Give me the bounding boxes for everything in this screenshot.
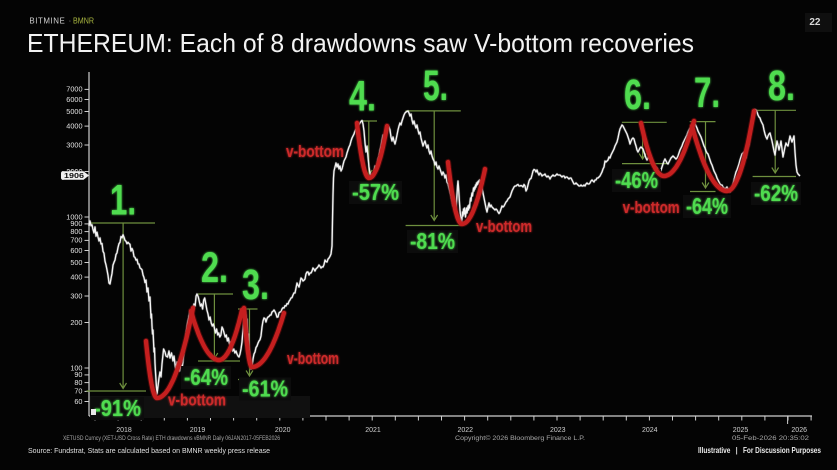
svg-text:-81%: -81% (410, 228, 455, 254)
svg-text:6.: 6. (624, 71, 651, 119)
svg-text:2024: 2024 (642, 427, 658, 434)
svg-text:BITMINE: BITMINE (29, 16, 65, 26)
svg-text:2026: 2026 (791, 427, 807, 434)
svg-text:400: 400 (70, 272, 82, 281)
svg-text:3.: 3. (242, 261, 269, 309)
svg-text:1906: 1906 (64, 171, 84, 180)
svg-text:600: 600 (70, 246, 82, 255)
svg-text:500: 500 (70, 258, 82, 267)
svg-text:7000: 7000 (66, 85, 82, 94)
svg-text:-57%: -57% (352, 179, 399, 205)
svg-text:900: 900 (70, 219, 82, 228)
svg-text:200: 200 (70, 318, 82, 327)
svg-text:v-bottom: v-bottom (476, 217, 532, 236)
svg-text:1000: 1000 (66, 212, 82, 221)
svg-text:80: 80 (74, 378, 82, 387)
svg-text:60: 60 (74, 397, 82, 406)
svg-text:Illustrative | For Discuss: Illustrative | For Discussion Purposes (698, 446, 821, 455)
svg-text:300: 300 (70, 291, 82, 300)
svg-text:2018: 2018 (116, 427, 132, 434)
svg-text:8.: 8. (768, 62, 795, 110)
svg-text:2019: 2019 (190, 427, 206, 434)
svg-text:-91%: -91% (94, 395, 141, 421)
svg-text:-46%: -46% (615, 167, 658, 193)
svg-text:v-bottom: v-bottom (168, 391, 226, 410)
svg-text:v-bottom: v-bottom (286, 142, 344, 161)
svg-text:3000: 3000 (66, 140, 82, 149)
svg-text:Copyright© 2026 Bloomberg Fina: Copyright© 2026 Bloomberg Finance L.P. (455, 434, 585, 442)
svg-text:70: 70 (74, 387, 82, 396)
svg-text:2.: 2. (201, 244, 228, 292)
svg-text:Source: Fundstrat, Stats are c: Source: Fundstrat, Stats are calculated … (28, 446, 270, 455)
svg-text:4000: 4000 (66, 121, 82, 130)
svg-text:5.: 5. (423, 62, 448, 110)
svg-text:2022: 2022 (458, 427, 474, 434)
svg-text:100: 100 (70, 363, 82, 372)
svg-text:·: · (69, 16, 72, 26)
svg-text:-61%: -61% (242, 376, 288, 402)
svg-text:2025: 2025 (733, 427, 749, 434)
svg-text:v-bottom: v-bottom (287, 349, 339, 368)
svg-text:05-Feb-2026 20:35:02: 05-Feb-2026 20:35:02 (732, 435, 809, 442)
svg-text:-62%: -62% (754, 180, 798, 206)
svg-text:BMNR: BMNR (73, 16, 94, 26)
svg-text:700: 700 (70, 236, 82, 245)
svg-text:-64%: -64% (686, 193, 728, 219)
svg-text:4.: 4. (349, 72, 376, 120)
svg-text:1.: 1. (110, 176, 136, 224)
svg-text:XETUSD Curncy (XET-USD Cross R: XETUSD Curncy (XET-USD Cross Rate) ETH d… (63, 435, 280, 442)
svg-text:90: 90 (74, 370, 82, 379)
svg-text:ETHEREUM: Each of 8 drawdowns: ETHEREUM: Each of 8 drawdowns saw V-bott… (27, 28, 694, 58)
svg-text:2023: 2023 (550, 427, 566, 434)
svg-text:v-bottom: v-bottom (623, 198, 680, 217)
svg-text:6000: 6000 (66, 95, 82, 104)
svg-text:22: 22 (809, 17, 821, 28)
svg-text:2021: 2021 (365, 427, 381, 434)
svg-text:7.: 7. (694, 69, 720, 117)
svg-text:800: 800 (70, 227, 82, 236)
svg-text:-64%: -64% (184, 364, 228, 390)
svg-text:5000: 5000 (66, 107, 82, 116)
svg-text:2020: 2020 (275, 427, 291, 434)
